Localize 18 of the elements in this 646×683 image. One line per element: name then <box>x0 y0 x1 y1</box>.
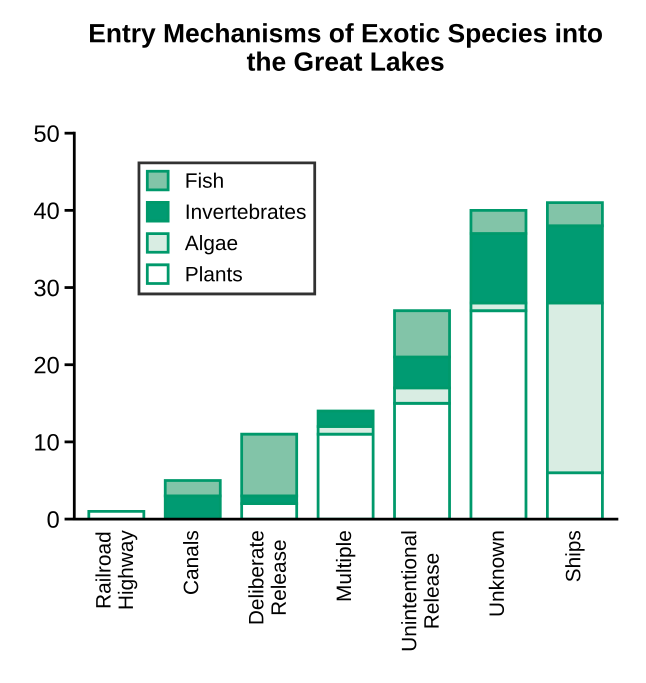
y-tick-label: 10 <box>35 434 59 451</box>
y-tick-label: 30 <box>34 280 59 296</box>
legend-label: Fish <box>186 172 223 188</box>
x-tick-label: Railroad Highway <box>95 530 138 608</box>
x-tick-label: Multiple <box>336 531 356 600</box>
x-tick-label: Deliberate Release <box>248 531 286 624</box>
x-tick-label: Ships <box>565 530 585 582</box>
y-tick-label: 40 <box>34 202 59 220</box>
x-tick-label: Canals <box>183 530 198 594</box>
y-tick-label: 0 <box>48 511 59 528</box>
x-tick-label: Unknown <box>488 532 504 616</box>
y-tick-label: 50 <box>34 125 59 142</box>
legend-label: Plants <box>186 266 242 282</box>
legend-label: Algae <box>184 234 238 254</box>
y-tick-label: 20 <box>34 356 59 374</box>
x-tick-label: Unintentional Release <box>401 532 439 650</box>
legend-label: Invertebrates <box>186 204 306 220</box>
chart-title: Entry Mechanisms of Exotic Species into the Great Lakes <box>90 23 602 71</box>
